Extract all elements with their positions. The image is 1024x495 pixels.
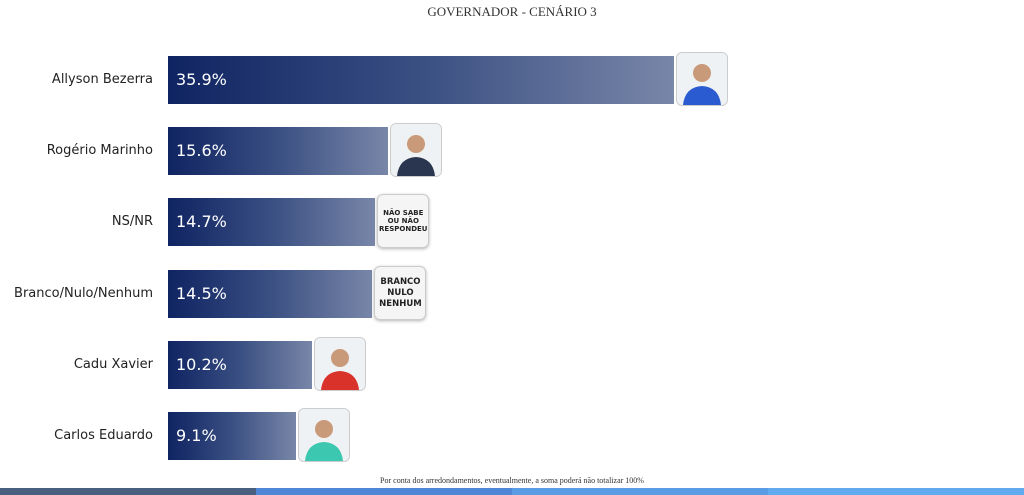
candidate-photo: [676, 52, 729, 106]
candidate-photo: [298, 408, 351, 462]
value-label: 9.1%: [176, 426, 217, 445]
category-label: Allyson Bezerra: [51, 72, 153, 87]
candidate-photo: [389, 123, 442, 177]
bar: 15.6%: [168, 127, 388, 175]
bar-row: Branco/Nulo/Nenhum 14.5% BRANCO NULO NENH…: [0, 266, 1024, 320]
badge-text: BRANCO NULO NENHUM: [379, 276, 422, 309]
bar-row: Allyson Bezerra 35.9%: [0, 52, 1024, 106]
person-icon: [314, 338, 365, 390]
strip-segment: [0, 488, 256, 495]
category-label: Branco/Nulo/Nenhum: [14, 286, 153, 301]
category-label: Rogério Marinho: [46, 143, 153, 158]
bar-row: Rogério Marinho 15.6%: [0, 123, 1024, 177]
bar: 10.2%: [168, 341, 312, 389]
value-label: 14.7%: [176, 212, 227, 231]
chart-title: GOVERNADOR - CENÁRIO 3: [427, 4, 597, 19]
bar-row: Cadu Xavier 10.2%: [0, 337, 1024, 391]
category-label: Carlos Eduardo: [54, 428, 153, 443]
badge: BRANCO NULO NENHUM: [374, 266, 427, 320]
person-icon: [299, 409, 350, 461]
value-label: 15.6%: [176, 141, 227, 160]
strip-segment: [512, 488, 768, 495]
badge-text: NÃO SABE OU NÃO RESPONDEU: [379, 209, 428, 233]
bar: 14.5%: [168, 270, 373, 318]
footnote: Por conta dos arredondamentos, eventualm…: [380, 476, 644, 485]
value-label: 14.5%: [176, 284, 227, 303]
bar-row: NS/NR 14.7% NÃO SABE OU NÃO RESPONDEU: [0, 194, 1024, 248]
value-label: 35.9%: [176, 70, 227, 89]
bar-row: Carlos Eduardo 9.1%: [0, 408, 1024, 462]
value-label: 10.2%: [176, 355, 227, 374]
category-label: Cadu Xavier: [73, 357, 153, 372]
person-icon: [390, 124, 441, 176]
bar: 14.7%: [168, 198, 376, 246]
bar: 35.9%: [168, 56, 675, 104]
badge: NÃO SABE OU NÃO RESPONDEU: [377, 194, 430, 248]
strip-segment: [256, 488, 512, 495]
person-icon: [677, 53, 728, 105]
candidate-photo: [313, 337, 366, 391]
bar: 9.1%: [168, 412, 297, 460]
bottom-color-strip: [0, 488, 1024, 495]
strip-segment: [768, 488, 1024, 495]
category-label: NS/NR: [111, 214, 153, 229]
